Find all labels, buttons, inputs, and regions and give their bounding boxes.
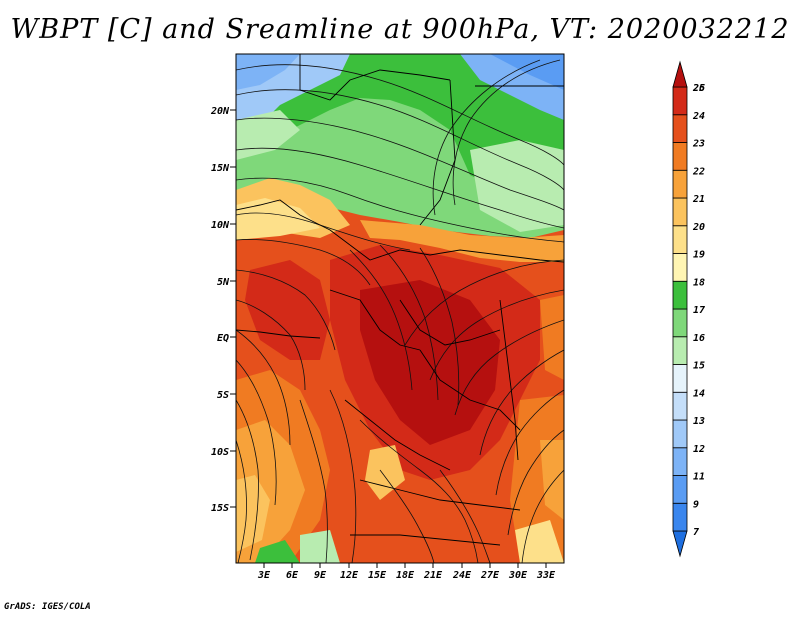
country-borders	[236, 54, 564, 546]
lon-label: 30E	[508, 570, 528, 581]
colorbar-label: 13	[693, 416, 705, 427]
colorbar-upper-arrow	[672, 60, 688, 88]
colorbar-label: 7	[693, 527, 699, 538]
colorbar-label: 24	[692, 111, 705, 122]
colorbar-label: 14	[693, 388, 705, 399]
colorbar-label: 23	[692, 139, 705, 150]
lon-label: 15E	[368, 570, 387, 581]
colorbar-swatch	[672, 86, 688, 116]
lat-label: EQ	[217, 333, 229, 344]
lat-label: 5S	[217, 390, 229, 401]
lon-label: 27E	[480, 570, 500, 581]
lon-label: 33E	[536, 570, 556, 581]
longitude-axis: 3E 6E 9E 12E 15E 18E 21E 24E 27E 30E 33E	[257, 563, 556, 581]
colorbar-label: 18	[693, 277, 705, 288]
colorbar-swatch	[672, 308, 688, 338]
colorbar-swatch	[672, 475, 688, 504]
lat-label: 15S	[211, 503, 229, 514]
lon-label: 24E	[452, 570, 472, 581]
colorbar-swatch	[672, 419, 688, 449]
colorbar-swatch	[672, 197, 688, 227]
colorbar-swatch	[672, 502, 688, 532]
colorbar-lower-arrow	[672, 530, 688, 558]
grads-credit: GrADS: IGES/COLA	[4, 602, 91, 612]
map-frame	[235, 53, 565, 564]
colorbar-label: 17	[693, 305, 705, 316]
lon-label: 6E	[286, 570, 299, 581]
colorbar-swatch	[672, 142, 688, 171]
colorbar-swatch	[672, 447, 688, 476]
latitude-axis: 20N 15N 10N 5N EQ 5S 10S 15S	[210, 106, 236, 514]
colorbar-swatch	[672, 391, 688, 421]
lon-label: 18E	[396, 570, 415, 581]
colorbar-label: 16	[693, 333, 705, 344]
lon-label: 12E	[340, 570, 359, 581]
colorbar-swatch	[672, 114, 688, 143]
colorbar-swatch	[672, 169, 688, 199]
colorbar-label: 11	[693, 472, 705, 483]
lon-label: 21E	[423, 570, 443, 581]
colorbar-swatch	[672, 225, 688, 254]
colorbar-swatch	[672, 364, 688, 393]
lat-label: 10S	[211, 447, 229, 458]
colorbar-label: 21	[692, 194, 705, 205]
lat-label: 5N	[217, 277, 230, 288]
lon-label: 3E	[257, 570, 271, 581]
colorbar-swatch	[672, 280, 688, 310]
lon-label: 9E	[314, 570, 327, 581]
colorbar-label: 26	[692, 83, 705, 94]
colorbar-label: 22	[692, 166, 705, 177]
colorbar-label: 9	[693, 499, 699, 510]
colorbar-label: 20	[692, 222, 705, 233]
colorbar-label: 12	[693, 444, 705, 455]
lat-label: 20N	[210, 106, 230, 117]
map-title: WBPT [C] and Sreamline at 900hPa, VT: 20…	[10, 14, 790, 45]
colorbar-swatch	[672, 253, 688, 282]
colorbar-label: 19	[693, 250, 705, 261]
wbpt-field	[236, 54, 564, 563]
colorbar-swatch	[672, 336, 688, 365]
colorbar-label: 25	[692, 83, 705, 94]
lat-label: 15N	[211, 163, 230, 174]
colorbar-label: 15	[693, 361, 705, 372]
lat-label: 10N	[211, 220, 230, 231]
